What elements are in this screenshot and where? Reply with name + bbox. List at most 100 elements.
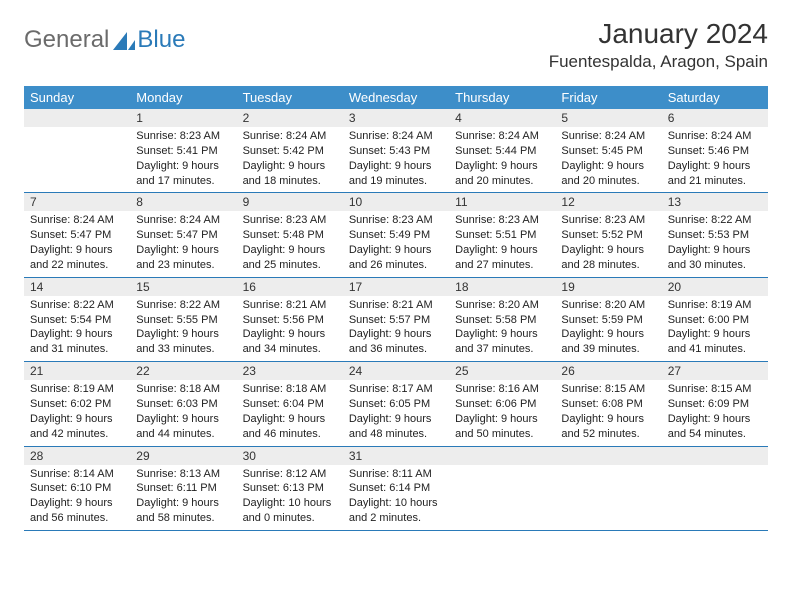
daylight-line: Daylight: 9 hours and 20 minutes.	[561, 159, 655, 189]
sunset-line: Sunset: 6:00 PM	[668, 313, 762, 328]
calendar-cell: 21Sunrise: 8:19 AMSunset: 6:02 PMDayligh…	[24, 362, 130, 445]
day-body: Sunrise: 8:24 AMSunset: 5:46 PMDaylight:…	[662, 127, 768, 192]
sunset-line: Sunset: 5:54 PM	[30, 313, 124, 328]
sunrise-line: Sunrise: 8:14 AM	[30, 467, 124, 482]
calendar-cell: 7Sunrise: 8:24 AMSunset: 5:47 PMDaylight…	[24, 193, 130, 276]
sunrise-line: Sunrise: 8:23 AM	[561, 213, 655, 228]
day-number: 9	[237, 193, 343, 211]
calendar-cell: 1Sunrise: 8:23 AMSunset: 5:41 PMDaylight…	[130, 109, 236, 192]
logo-sail-icon	[113, 32, 135, 50]
day-body: Sunrise: 8:24 AMSunset: 5:47 PMDaylight:…	[130, 211, 236, 276]
calendar-cell: 8Sunrise: 8:24 AMSunset: 5:47 PMDaylight…	[130, 193, 236, 276]
day-number: 17	[343, 278, 449, 296]
dayname: Thursday	[449, 86, 555, 109]
sunset-line: Sunset: 5:47 PM	[30, 228, 124, 243]
day-body: Sunrise: 8:24 AMSunset: 5:44 PMDaylight:…	[449, 127, 555, 192]
sunset-line: Sunset: 6:02 PM	[30, 397, 124, 412]
sunset-line: Sunset: 6:14 PM	[349, 481, 443, 496]
daylight-line: Daylight: 9 hours and 52 minutes.	[561, 412, 655, 442]
sunrise-line: Sunrise: 8:15 AM	[668, 382, 762, 397]
daylight-line: Daylight: 10 hours and 2 minutes.	[349, 496, 443, 526]
dayname: Saturday	[662, 86, 768, 109]
calendar-cell: 22Sunrise: 8:18 AMSunset: 6:03 PMDayligh…	[130, 362, 236, 445]
logo-text-left: General	[24, 26, 109, 54]
day-number: 8	[130, 193, 236, 211]
day-number: 19	[555, 278, 661, 296]
daylight-line: Daylight: 9 hours and 48 minutes.	[349, 412, 443, 442]
day-body: Sunrise: 8:19 AMSunset: 6:00 PMDaylight:…	[662, 296, 768, 361]
calendar-cell: 15Sunrise: 8:22 AMSunset: 5:55 PMDayligh…	[130, 278, 236, 361]
daylight-line: Daylight: 9 hours and 23 minutes.	[136, 243, 230, 273]
day-number: 4	[449, 109, 555, 127]
sunset-line: Sunset: 6:04 PM	[243, 397, 337, 412]
calendar-cell	[662, 447, 768, 530]
weeks: 1Sunrise: 8:23 AMSunset: 5:41 PMDaylight…	[24, 109, 768, 531]
daylight-line: Daylight: 9 hours and 21 minutes.	[668, 159, 762, 189]
sunrise-line: Sunrise: 8:24 AM	[243, 129, 337, 144]
calendar-cell: 12Sunrise: 8:23 AMSunset: 5:52 PMDayligh…	[555, 193, 661, 276]
calendar-cell: 30Sunrise: 8:12 AMSunset: 6:13 PMDayligh…	[237, 447, 343, 530]
daylight-line: Daylight: 9 hours and 44 minutes.	[136, 412, 230, 442]
location: Fuentespalda, Aragon, Spain	[549, 52, 768, 72]
day-body: Sunrise: 8:19 AMSunset: 6:02 PMDaylight:…	[24, 380, 130, 445]
daylight-line: Daylight: 9 hours and 33 minutes.	[136, 327, 230, 357]
week-row: 28Sunrise: 8:14 AMSunset: 6:10 PMDayligh…	[24, 447, 768, 531]
daylight-line: Daylight: 9 hours and 18 minutes.	[243, 159, 337, 189]
sunset-line: Sunset: 5:48 PM	[243, 228, 337, 243]
calendar-cell: 26Sunrise: 8:15 AMSunset: 6:08 PMDayligh…	[555, 362, 661, 445]
sunset-line: Sunset: 5:49 PM	[349, 228, 443, 243]
sunrise-line: Sunrise: 8:24 AM	[668, 129, 762, 144]
day-body: Sunrise: 8:22 AMSunset: 5:53 PMDaylight:…	[662, 211, 768, 276]
day-body: Sunrise: 8:23 AMSunset: 5:48 PMDaylight:…	[237, 211, 343, 276]
day-body: Sunrise: 8:14 AMSunset: 6:10 PMDaylight:…	[24, 465, 130, 530]
day-number: 13	[662, 193, 768, 211]
sunrise-line: Sunrise: 8:24 AM	[136, 213, 230, 228]
day-number: 5	[555, 109, 661, 127]
month-title: January 2024	[549, 18, 768, 50]
daylight-line: Daylight: 9 hours and 25 minutes.	[243, 243, 337, 273]
day-body: Sunrise: 8:11 AMSunset: 6:14 PMDaylight:…	[343, 465, 449, 530]
calendar-cell: 20Sunrise: 8:19 AMSunset: 6:00 PMDayligh…	[662, 278, 768, 361]
day-number: 21	[24, 362, 130, 380]
sunrise-line: Sunrise: 8:21 AM	[243, 298, 337, 313]
calendar-cell: 28Sunrise: 8:14 AMSunset: 6:10 PMDayligh…	[24, 447, 130, 530]
header: General Blue January 2024 Fuentespalda, …	[24, 18, 768, 72]
sunset-line: Sunset: 6:13 PM	[243, 481, 337, 496]
day-number: 12	[555, 193, 661, 211]
sunrise-line: Sunrise: 8:23 AM	[349, 213, 443, 228]
daylight-line: Daylight: 9 hours and 50 minutes.	[455, 412, 549, 442]
calendar-cell: 31Sunrise: 8:11 AMSunset: 6:14 PMDayligh…	[343, 447, 449, 530]
daylight-line: Daylight: 9 hours and 36 minutes.	[349, 327, 443, 357]
daylight-line: Daylight: 9 hours and 19 minutes.	[349, 159, 443, 189]
calendar-cell: 13Sunrise: 8:22 AMSunset: 5:53 PMDayligh…	[662, 193, 768, 276]
sunrise-line: Sunrise: 8:23 AM	[243, 213, 337, 228]
calendar-cell: 14Sunrise: 8:22 AMSunset: 5:54 PMDayligh…	[24, 278, 130, 361]
day-number: 24	[343, 362, 449, 380]
sunset-line: Sunset: 5:52 PM	[561, 228, 655, 243]
day-body: Sunrise: 8:15 AMSunset: 6:08 PMDaylight:…	[555, 380, 661, 445]
day-number: 10	[343, 193, 449, 211]
day-number: 27	[662, 362, 768, 380]
calendar-cell: 3Sunrise: 8:24 AMSunset: 5:43 PMDaylight…	[343, 109, 449, 192]
sunrise-line: Sunrise: 8:19 AM	[668, 298, 762, 313]
day-body: Sunrise: 8:22 AMSunset: 5:54 PMDaylight:…	[24, 296, 130, 361]
week-row: 14Sunrise: 8:22 AMSunset: 5:54 PMDayligh…	[24, 278, 768, 362]
daylight-line: Daylight: 9 hours and 46 minutes.	[243, 412, 337, 442]
sunset-line: Sunset: 6:08 PM	[561, 397, 655, 412]
sunset-line: Sunset: 5:51 PM	[455, 228, 549, 243]
day-number-empty	[662, 447, 768, 465]
day-number: 15	[130, 278, 236, 296]
day-number-empty	[24, 109, 130, 127]
sunset-line: Sunset: 6:06 PM	[455, 397, 549, 412]
sunset-line: Sunset: 6:10 PM	[30, 481, 124, 496]
sunrise-line: Sunrise: 8:18 AM	[243, 382, 337, 397]
calendar: SundayMondayTuesdayWednesdayThursdayFrid…	[24, 86, 768, 531]
sunrise-line: Sunrise: 8:19 AM	[30, 382, 124, 397]
sunrise-line: Sunrise: 8:24 AM	[349, 129, 443, 144]
day-number: 16	[237, 278, 343, 296]
calendar-cell: 16Sunrise: 8:21 AMSunset: 5:56 PMDayligh…	[237, 278, 343, 361]
day-body: Sunrise: 8:21 AMSunset: 5:57 PMDaylight:…	[343, 296, 449, 361]
day-number: 29	[130, 447, 236, 465]
day-number: 22	[130, 362, 236, 380]
sunrise-line: Sunrise: 8:15 AM	[561, 382, 655, 397]
